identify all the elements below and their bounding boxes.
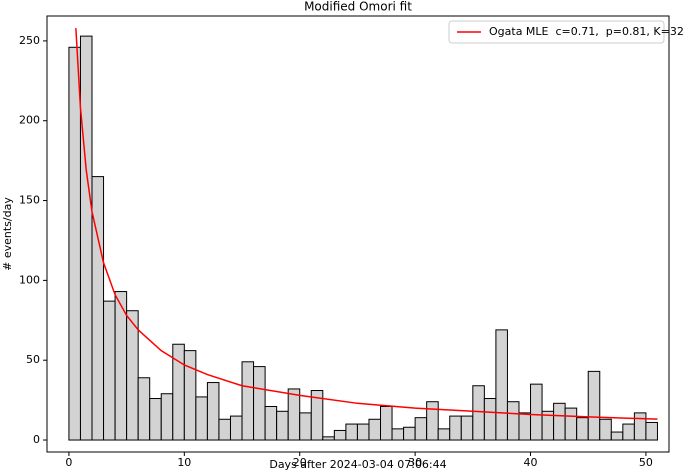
bar (645, 421, 658, 441)
plot-frame (46, 15, 670, 453)
bar (437, 428, 451, 441)
bar (126, 310, 139, 441)
bar (195, 396, 208, 441)
bar (287, 388, 301, 441)
bar (333, 429, 347, 441)
bar (460, 415, 474, 441)
bar (322, 436, 335, 441)
bar (183, 350, 197, 441)
y-tick-label: 150 (19, 194, 40, 207)
x-axis-label: Days after 2024-03-04 07:06:44 (269, 458, 446, 471)
y-axis-label: # events/day (1, 197, 14, 271)
bar (576, 417, 589, 441)
bar (368, 418, 382, 441)
x-tick-label: 0 (65, 456, 72, 469)
fit-line (75, 28, 658, 420)
bar (218, 418, 231, 441)
bar (599, 418, 612, 441)
y-tick-label: 100 (19, 273, 40, 286)
y-tick-label: 50 (26, 353, 40, 366)
bar (610, 431, 624, 441)
bar (299, 412, 312, 441)
bar (206, 382, 220, 441)
bar (276, 410, 289, 441)
bar (345, 423, 358, 441)
legend-label: Ogata MLE c=0.71, p=0.81, K=321 (489, 25, 685, 38)
y-tick-label: 200 (19, 114, 40, 127)
y-tick-label: 0 (33, 433, 40, 446)
bar (587, 370, 601, 441)
bar (310, 390, 324, 441)
bar (356, 423, 370, 441)
bar (414, 417, 428, 441)
bar (403, 426, 416, 441)
bar (622, 423, 635, 441)
legend-box (448, 20, 665, 44)
x-tick-label: 20 (293, 456, 307, 469)
x-tick-label: 30 (408, 456, 422, 469)
bar (137, 377, 151, 441)
bar (264, 406, 278, 441)
bar (472, 385, 485, 441)
bar (253, 366, 266, 441)
bar (530, 383, 543, 441)
bar (103, 300, 116, 441)
bar (160, 393, 174, 441)
bar (506, 401, 520, 441)
bar (483, 398, 497, 441)
bar (564, 407, 578, 441)
bar (241, 361, 255, 441)
bar (229, 415, 243, 441)
bar (380, 406, 393, 441)
bar (391, 428, 405, 441)
bar (79, 35, 93, 441)
bar (633, 412, 647, 441)
bar (495, 329, 508, 441)
bar (149, 398, 162, 441)
x-tick-label: 10 (177, 456, 191, 469)
bar (518, 412, 532, 441)
bar (426, 401, 439, 441)
chart-title: Modified Omori fit (304, 0, 412, 14)
x-tick-label: 40 (524, 456, 538, 469)
x-tick-label: 50 (639, 456, 653, 469)
bar (449, 415, 462, 441)
y-tick-label: 250 (19, 34, 40, 47)
bar (68, 46, 81, 441)
bar (553, 402, 566, 441)
